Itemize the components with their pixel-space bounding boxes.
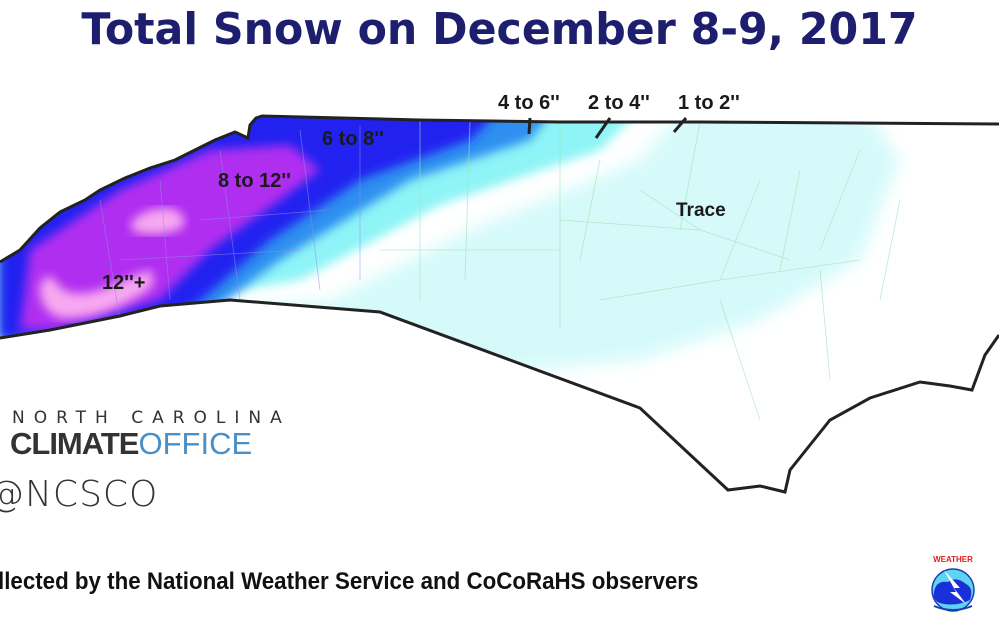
snow-bands <box>0 116 999 492</box>
state-border <box>0 114 999 494</box>
ncsco-handle: @NCSCO <box>0 474 159 515</box>
footer-credit: llected by the National Weather Service … <box>0 568 699 595</box>
nc-climate-logo-top: NORTH CAROLINA <box>12 408 291 428</box>
legend-label-4-6: 4 to 6'' <box>498 92 560 114</box>
zone-label-8-12: 8 to 12'' <box>218 170 291 192</box>
legend-label-2-4: 2 to 4'' <box>588 92 650 114</box>
legend-label-1-2: 1 to 2'' <box>678 92 740 114</box>
nc-climate-logo: CLIMATEOFFICE <box>10 426 252 462</box>
logo-climate-bold: CLIMATE <box>10 426 139 461</box>
nws-logo-icon: WEATHER <box>923 555 983 618</box>
logo-office-light: OFFICE <box>138 426 253 461</box>
zone-label-trace: Trace <box>676 200 726 221</box>
page-title: Total Snow on December 8-9, 2017 <box>81 4 918 55</box>
zone-label-6-8: 6 to 8'' <box>322 128 384 150</box>
svg-text:WEATHER: WEATHER <box>933 555 973 564</box>
zone-label-12-plus: 12''+ <box>102 272 146 294</box>
